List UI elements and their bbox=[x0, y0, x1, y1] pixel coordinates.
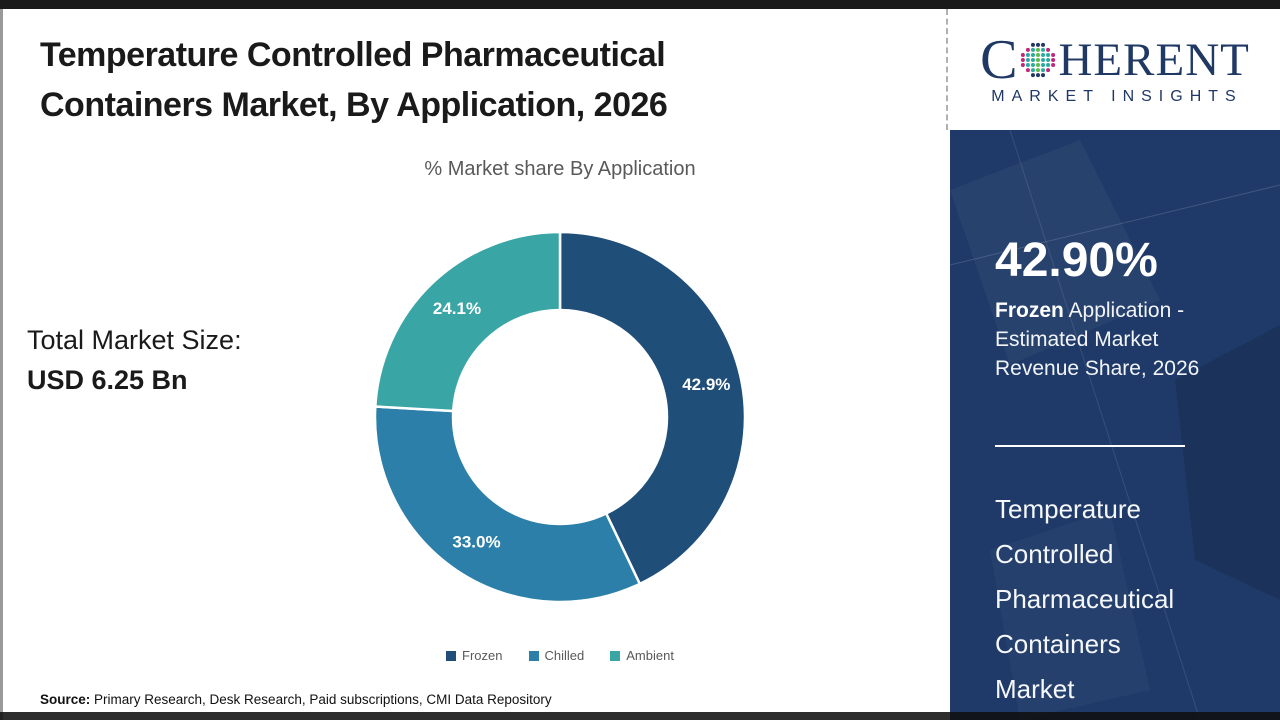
total-market-size-value: USD 6.25 Bn bbox=[27, 365, 188, 395]
slice-label-frozen: 42.9% bbox=[682, 375, 730, 394]
left-border bbox=[0, 0, 3, 720]
source-text: Primary Research, Desk Research, Paid su… bbox=[90, 692, 552, 707]
legend-label: Frozen bbox=[462, 648, 503, 663]
slice-label-chilled: 33.0% bbox=[452, 533, 500, 552]
legend-item-frozen: Frozen bbox=[446, 648, 503, 663]
chart-subtitle: % Market share By Application bbox=[424, 158, 696, 180]
logo-letter-c: C bbox=[980, 28, 1018, 91]
donut-chart: 42.9% 33.0% 24.1% bbox=[350, 205, 770, 629]
legend-label: Ambient bbox=[626, 648, 674, 663]
total-market-size-label: Total Market Size: bbox=[27, 325, 242, 355]
donut-chart-svg: 42.9% 33.0% 24.1% bbox=[373, 230, 747, 604]
logo-letters-herent: HERENT bbox=[1058, 33, 1250, 86]
legend-swatch-icon bbox=[446, 650, 457, 661]
donut-segment-frozen bbox=[558, 230, 747, 586]
logo-wordmark: C HERENT bbox=[980, 28, 1250, 91]
legend-item-ambient: Ambient bbox=[610, 648, 674, 663]
legend-swatch-icon bbox=[610, 650, 621, 661]
globe-dots-icon bbox=[1021, 42, 1056, 77]
sidebar: C HERENT MARKET INSIGHTS 42.90% Frozen A… bbox=[950, 9, 1280, 720]
sidebar-market-name: Temperature Controlled Pharmaceutical Co… bbox=[995, 494, 1175, 704]
slice-label-ambient: 24.1% bbox=[433, 299, 481, 318]
total-market-size-block: Total Market Size: USD 6.25 Bn bbox=[27, 322, 242, 398]
source-label: Source: bbox=[40, 692, 91, 707]
stat-segment-name: Frozen bbox=[995, 299, 1064, 322]
donut-segment-chilled bbox=[373, 405, 642, 604]
brand-logo: C HERENT MARKET INSIGHTS bbox=[950, 9, 1280, 130]
donut-segment-ambient bbox=[373, 230, 562, 413]
world-map-pattern bbox=[950, 130, 1280, 720]
page-title: Temperature Controlled Pharmaceutical Co… bbox=[40, 36, 668, 124]
sidebar-divider bbox=[995, 445, 1185, 447]
legend-swatch-icon bbox=[528, 650, 539, 661]
legend-item-chilled: Chilled bbox=[528, 648, 585, 663]
dashed-separator bbox=[946, 9, 948, 130]
highlight-stat-description: Frozen Application - Estimated Market Re… bbox=[995, 296, 1225, 383]
legend-label: Chilled bbox=[544, 648, 585, 663]
stat-description-rest: Application - Estimated Market Revenue S… bbox=[995, 299, 1200, 380]
sidebar-content: 42.90% Frozen Application - Estimated Ma… bbox=[950, 234, 1280, 712]
bottom-border bbox=[0, 712, 1280, 720]
logo-subtext: MARKET INSIGHTS bbox=[991, 87, 1243, 105]
chart-legend: Frozen Chilled Ambient bbox=[350, 648, 770, 663]
top-border bbox=[0, 0, 1280, 9]
sidebar-highlight-panel: 42.90% Frozen Application - Estimated Ma… bbox=[950, 130, 1280, 720]
highlight-stat-value: 42.90% bbox=[995, 234, 1158, 287]
source-note: Source: Primary Research, Desk Research,… bbox=[40, 692, 552, 707]
